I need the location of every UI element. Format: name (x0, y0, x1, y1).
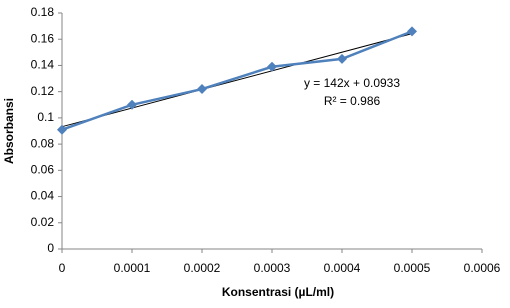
y-tick-label: 0.12 (31, 84, 55, 98)
marker (197, 84, 207, 95)
x-tick-label: 0.0005 (394, 261, 431, 275)
y-tick-label: 0.02 (31, 215, 55, 229)
y-tick-label: 0.08 (31, 136, 55, 150)
x-axis-title: Konsentrasi (µL/ml) (222, 285, 334, 299)
trend-equation: y = 142x + 0.0933 (304, 76, 400, 90)
y-tick-label: 0.04 (31, 189, 55, 203)
marker (267, 61, 277, 72)
y-tick-label: 0.18 (31, 5, 55, 19)
trendline (61, 33, 413, 128)
x-tick-label: 0.0001 (114, 261, 151, 275)
x-tick-label: 0.0002 (184, 261, 221, 275)
y-tick-label: 0 (47, 241, 54, 255)
y-axis-title: Absorbansi (2, 98, 16, 164)
y-tick-label: 0.14 (31, 58, 55, 72)
x-tick-label: 0 (59, 261, 66, 275)
y-tick-label: 0.16 (31, 31, 55, 45)
x-tick-label: 0.0003 (254, 261, 291, 275)
y-tick-label: 0.1 (37, 110, 54, 124)
x-tick-label: 0.0006 (464, 261, 501, 275)
y-tick-label: 0.06 (31, 163, 55, 177)
x-tick-label: 0.0004 (324, 261, 361, 275)
r-squared: R² = 0.986 (324, 94, 381, 108)
data-line (61, 30, 413, 131)
marker (57, 124, 67, 135)
marker (407, 26, 417, 37)
marker (127, 99, 137, 110)
marker (337, 53, 347, 64)
